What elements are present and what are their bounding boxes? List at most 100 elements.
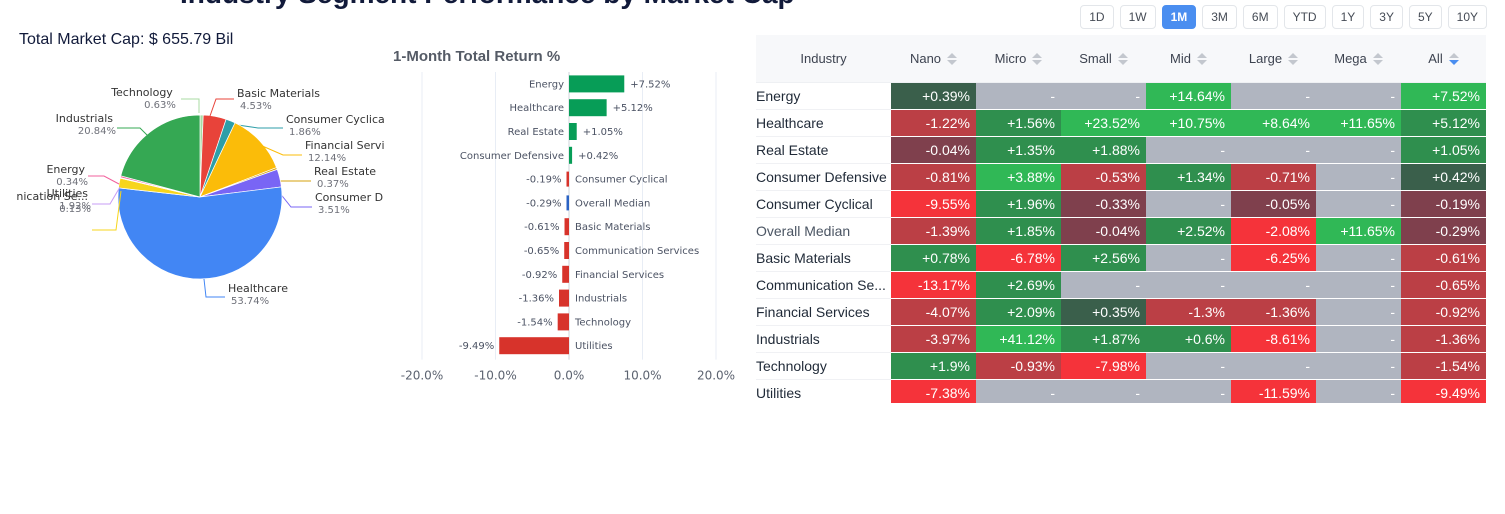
- table-row[interactable]: Basic Materials +0.78% -6.78% +2.56% - -6.25%…: [756, 244, 1486, 272]
- return-cell-small: +2.56%: [1061, 244, 1146, 272]
- table-row[interactable]: Financial Services -4.07% +2.09% +0.35% -1.3…: [756, 298, 1486, 326]
- sort-icon[interactable]: [1448, 53, 1459, 66]
- bar-chart-title: 1-Month Total Return %: [393, 48, 561, 65]
- table-row[interactable]: Healthcare -1.22% +1.56% +23.52% +10.75% +8.6…: [756, 109, 1486, 137]
- bar-category-label: Financial Services: [575, 270, 664, 281]
- return-cell-large: +8.64%: [1231, 109, 1316, 137]
- pie-slice-financial-services[interactable]: [199, 122, 277, 198]
- x-tick-label: -10.0%: [474, 369, 516, 383]
- table-row[interactable]: Consumer Defensive -0.81% +3.88% -0.53% +1.3…: [756, 163, 1486, 191]
- period-button-3m[interactable]: 3M: [1202, 5, 1237, 29]
- column-header-mid[interactable]: Mid: [1146, 35, 1231, 83]
- return-cell-mid: -: [1146, 271, 1231, 299]
- table-row[interactable]: Consumer Cyclical -9.55% +1.96% -0.33% - -0.0…: [756, 190, 1486, 218]
- sort-icon[interactable]: [1117, 53, 1128, 66]
- period-button-1m[interactable]: 1M: [1161, 5, 1197, 29]
- return-cell-micro: -: [976, 82, 1061, 110]
- column-header-small[interactable]: Small: [1061, 35, 1146, 83]
- return-cell-all: +1.05%: [1401, 136, 1486, 164]
- period-selector: 1D 1W 1M 3M 6M YTD 1Y 3Y 5Y 10Y: [1080, 5, 1487, 29]
- return-cell-micro: +1.35%: [976, 136, 1061, 164]
- column-header-mega[interactable]: Mega: [1316, 35, 1401, 83]
- return-cell-mid: +10.75%: [1146, 109, 1231, 137]
- bar-category-label: Consumer Defensive: [460, 151, 564, 162]
- table-row[interactable]: Energy +0.39% - - +14.64% - - +7.52%: [756, 82, 1486, 110]
- pie-value-industrials: 20.84%: [78, 126, 116, 137]
- industry-cell: Overall Median: [756, 217, 891, 245]
- return-cell-micro: +1.56%: [976, 109, 1061, 137]
- return-cell-all: +5.12%: [1401, 109, 1486, 137]
- bar-value-label: -0.65%: [524, 246, 559, 257]
- column-header-micro[interactable]: Micro: [976, 35, 1061, 83]
- bar-value-label: +7.52%: [630, 79, 670, 90]
- pie-value-healthcare: 53.74%: [231, 296, 269, 307]
- return-cell-mid: +1.34%: [1146, 163, 1231, 191]
- return-cell-mega: -: [1316, 190, 1401, 218]
- bar-financial-services[interactable]: [562, 265, 569, 283]
- bar-category-label: Overall Median: [575, 198, 650, 209]
- bar-consumer-defensive[interactable]: [569, 146, 573, 164]
- bar-basic-materials[interactable]: [564, 218, 569, 236]
- return-cell-mid: -: [1146, 244, 1231, 272]
- bar-value-label: -9.49%: [459, 341, 494, 352]
- period-button-5y[interactable]: 5Y: [1408, 5, 1442, 29]
- return-cell-large: -1.36%: [1231, 298, 1316, 326]
- bar-communication-services[interactable]: [564, 242, 569, 259]
- pie-slice-industrials[interactable]: [120, 114, 201, 198]
- bar-category-label: Real Estate: [508, 127, 564, 138]
- bar-overall-median[interactable]: [566, 195, 570, 211]
- sort-icon[interactable]: [1288, 53, 1299, 66]
- return-cell-mid: -1.3%: [1146, 298, 1231, 326]
- pie-value-financial-services: 12.14%: [308, 153, 346, 164]
- bar-consumer-cyclical[interactable]: [566, 171, 570, 187]
- return-cell-mega: +11.65%: [1316, 109, 1401, 137]
- table-row[interactable]: Utilities -7.38% - - - -11.59% - -9.49%: [756, 379, 1486, 403]
- bar-real-estate[interactable]: [569, 123, 577, 140]
- return-cell-small: -: [1061, 271, 1146, 299]
- return-cell-all: -0.92%: [1401, 298, 1486, 326]
- column-header-label: Small: [1079, 50, 1112, 66]
- return-cell-nano: -3.97%: [891, 325, 976, 353]
- table-row[interactable]: Overall Median -1.39% +1.85% -0.04% +2.52% -2…: [756, 217, 1486, 245]
- period-button-6m[interactable]: 6M: [1242, 5, 1278, 29]
- sort-icon[interactable]: [947, 53, 958, 66]
- return-cell-small: -7.98%: [1061, 352, 1146, 380]
- period-button-10y[interactable]: 10Y: [1447, 5, 1487, 29]
- return-cell-small: -0.53%: [1061, 163, 1146, 191]
- table-row[interactable]: Industrials -3.97% +41.12% +1.87% +0.6% -8.61…: [756, 325, 1486, 353]
- bar-healthcare[interactable]: [569, 99, 607, 117]
- bar-utilities[interactable]: [499, 337, 569, 355]
- column-header-label: Nano: [909, 50, 942, 66]
- period-button-ytd[interactable]: YTD: [1283, 5, 1326, 29]
- bar-energy[interactable]: [569, 75, 625, 93]
- sort-icon[interactable]: [1032, 53, 1043, 66]
- return-cell-large: -: [1231, 271, 1316, 299]
- bar-technology[interactable]: [557, 313, 569, 331]
- column-header-label: Large: [1248, 50, 1283, 66]
- period-button-1y[interactable]: 1Y: [1331, 5, 1365, 29]
- performance-table: Industry Nano Micro Small Mid Large Mega All En…: [756, 35, 1486, 403]
- column-header-all[interactable]: All: [1401, 35, 1486, 83]
- return-cell-mid: +14.64%: [1146, 82, 1231, 110]
- period-button-3y[interactable]: 3Y: [1370, 5, 1403, 29]
- x-tick-label: 10.0%: [623, 369, 661, 383]
- return-cell-small: -: [1061, 379, 1146, 403]
- pie-slice-healthcare[interactable]: [117, 186, 283, 280]
- table-row[interactable]: Real Estate -0.04% +1.35% +1.88% - - - +1.05%: [756, 136, 1486, 164]
- period-button-1w[interactable]: 1W: [1119, 5, 1156, 29]
- sort-icon[interactable]: [1196, 53, 1207, 66]
- column-header-large[interactable]: Large: [1231, 35, 1316, 83]
- return-cell-all: -1.36%: [1401, 325, 1486, 353]
- bar-industrials[interactable]: [559, 289, 569, 307]
- column-header-label: Mega: [1334, 50, 1367, 66]
- table-row[interactable]: Technology +1.9% -0.93% -7.98% - - - -1.54%: [756, 352, 1486, 380]
- industry-cell: Consumer Defensive: [756, 163, 891, 191]
- return-cell-nano: -9.55%: [891, 190, 976, 218]
- period-button-1d[interactable]: 1D: [1080, 5, 1114, 29]
- sort-icon[interactable]: [1372, 53, 1383, 66]
- bar-category-label: Basic Materials: [575, 222, 651, 233]
- table-row[interactable]: Communication Se... -13.17% +2.69% - - - - -0.6…: [756, 271, 1486, 299]
- column-header-nano[interactable]: Nano: [891, 35, 976, 83]
- return-cell-all: -0.61%: [1401, 244, 1486, 272]
- return-cell-all: -0.65%: [1401, 271, 1486, 299]
